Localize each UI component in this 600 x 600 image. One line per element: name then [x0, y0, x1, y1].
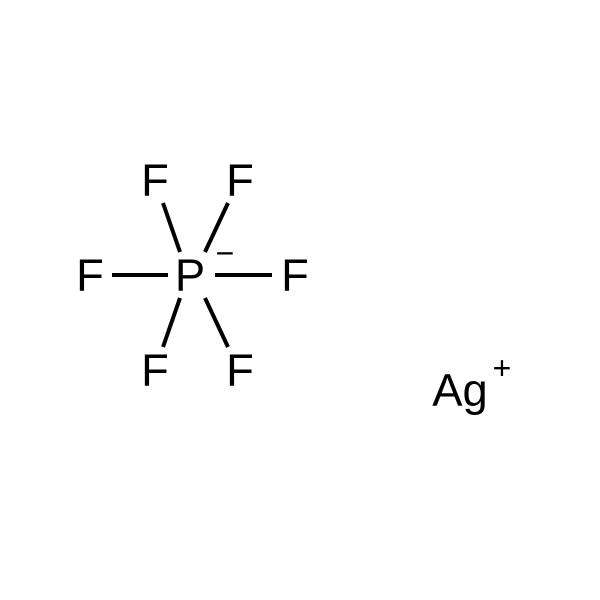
bond-P-F5 — [163, 298, 180, 347]
atom-F4: F — [226, 347, 254, 392]
atom-F6: F — [76, 252, 104, 297]
structure-canvas: P F F F F F F Ag − + — [0, 0, 600, 600]
bond-P-F1 — [163, 203, 180, 252]
atom-Ag: Ag — [432, 367, 487, 412]
atom-F1: F — [141, 157, 169, 202]
atom-F5: F — [141, 347, 169, 392]
charge-plus: + — [493, 352, 512, 384]
bond-P-F4 — [205, 298, 228, 347]
charge-minus: − — [216, 237, 235, 269]
atom-F3: F — [281, 252, 309, 297]
atom-P: P — [175, 252, 205, 297]
atom-F2: F — [226, 157, 254, 202]
